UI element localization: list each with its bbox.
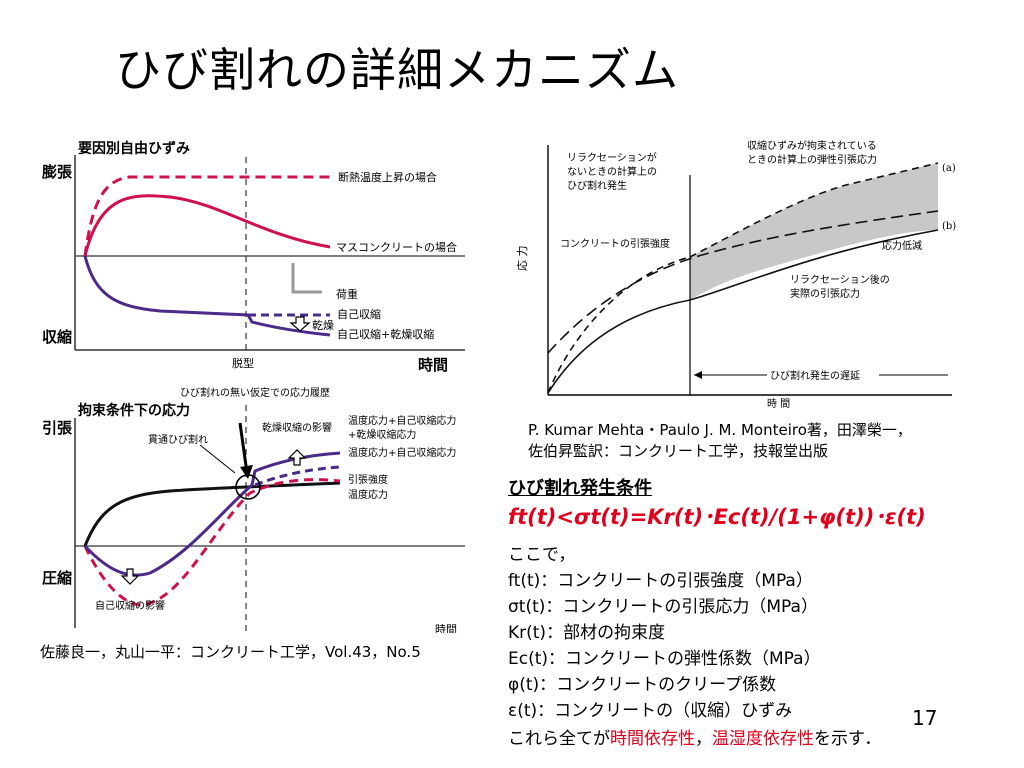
fig1-heading: 要因別自由ひずみ (78, 140, 190, 157)
crack-pointer-arrow (238, 422, 249, 474)
drying-effect-label: 乾燥収縮の影響 (262, 421, 332, 434)
mass-concrete-curve (83, 194, 331, 257)
fig3-y-label: 応 力 (515, 246, 529, 272)
closing-part2: ， (695, 729, 712, 749)
relaxation-figure: リラクセーションが ないときの計算上の ひび割れ発生 収縮ひずみが拘束されている… (515, 139, 956, 410)
citation-right-line1: P. Kumar Mehta・Paulo J. M. Monteiro著，田澤榮… (528, 421, 912, 439)
note-left-2: ないときの計算上の (567, 165, 657, 178)
def-ec: Ec(t)：コンクリートの弾性係数（MPa） (508, 649, 821, 669)
tensile-strength-line (547, 210, 939, 354)
fig2-y-bottom: 圧縮 (42, 569, 72, 587)
after-relax-2: 実際の引張応力 (790, 287, 860, 300)
fig2-y-top: 引張 (42, 419, 73, 437)
drying-up-arrow-icon (287, 449, 307, 466)
closing-time-dependence: 時間依存性 (610, 729, 695, 749)
self-shrink-label: 自己収縮 (337, 307, 381, 321)
fig1-x-label: 時間 (418, 356, 448, 374)
crack-arrow-head (240, 465, 253, 479)
citation-right: P. Kumar Mehta・Paulo J. M. Monteiro著，田澤榮… (528, 420, 912, 462)
delay-label-bg (767, 367, 879, 383)
crack-formula: ft(t)<σt(t)=Kr(t)･Ec(t)/(1+φ(t))･ε(t) (508, 505, 926, 529)
adiabatic-label: 断熱温度上昇の場合 (338, 170, 437, 184)
mass-label: マスコンクリートの場合 (336, 240, 457, 254)
delay-label: ひび割れ発生の遅延 (770, 369, 860, 382)
fig3-x-label: 時 間 (767, 398, 790, 410)
def-kr: Kr(t)：部材の拘束度 (508, 623, 666, 643)
after-relax-1: リラクセーション後の (790, 273, 890, 286)
drying-arrow-icon (289, 316, 311, 332)
thermal-stress-curve (83, 478, 341, 607)
curve-relaxed (547, 229, 939, 394)
stress-drop-label: 応力低減 (882, 239, 922, 252)
closing-text: これら全てが時間依存性，温湿度依存性を示す． (508, 724, 881, 749)
def-sigma: σt(t)：コンクリートの引張応力（MPa） (508, 597, 818, 617)
adiabatic-curve (83, 175, 330, 257)
note-left-3: ひび割れ発生 (567, 179, 627, 192)
citation-right-line2: 佐伯昇監訳：コンクリート工学，技報堂出版 (528, 442, 829, 460)
fig2-top-note: ひび割れの無い仮定での応力履歴 (180, 386, 330, 399)
fig1-demold-label: 脱型 (232, 356, 254, 370)
curve-a-lower (547, 256, 691, 394)
legend1-line1: 温度応力+自己収縮応力 (348, 414, 456, 427)
def-ft: ft(t)：コンクリートの引張強度（MPa） (508, 571, 813, 591)
tensile-strength-curve (83, 481, 341, 547)
free-strain-figure: 要因別自由ひずみ 膨張 収縮 脱型 時間 断熱温度上昇の場合 マスコンクリートの… (42, 140, 465, 374)
fig1-y-top: 膨張 (42, 163, 73, 181)
self-effect-label: 自己収縮の影響 (95, 599, 165, 612)
legend4: 温度応力 (348, 488, 388, 501)
self-effect-arrow-icon (120, 568, 140, 585)
label-b: (b) (942, 221, 956, 232)
closing-part3: を示す． (814, 729, 882, 749)
closing-part1: これら全てが (508, 729, 610, 749)
thermal-self-dry-curve (83, 451, 341, 577)
delay-arrow-head (694, 371, 702, 379)
curve-a (689, 162, 939, 258)
through-crack-leader (199, 444, 236, 474)
closing-temp-humidity: 温湿度依存性 (712, 729, 814, 749)
condition-heading: ひび割れ発生条件 (508, 478, 652, 499)
restraint-stress-figure: ひび割れの無い仮定での応力履歴 拘束条件下の応力 引張 圧縮 時間 貫通ひび割れ… (42, 386, 465, 633)
citation-left: 佐藤良一，丸山一平：コンクリート工学，Vol.43，No.5 (40, 643, 421, 661)
self-dry-label: 自己収縮+乾燥収縮 (337, 327, 434, 341)
through-crack-label: 貫通ひび割れ (148, 433, 208, 446)
fig1-y-bottom: 収縮 (42, 328, 72, 346)
stress-drop-band (690, 163, 938, 300)
note-right-2: ときの計算上の弾性引張応力 (747, 153, 877, 166)
thermal-self-curve (254, 465, 341, 487)
def-phi: φ(t)：コンクリートのクリープ係数 (508, 675, 777, 695)
legend2: 温度応力+自己収縮応力 (348, 446, 456, 459)
page-number: 17 (912, 706, 938, 730)
self-dry-shrink-curve (83, 255, 331, 337)
legend1-line2: +乾燥収縮応力 (348, 428, 416, 441)
tensile-strength-label: コンクリートの引張強度 (560, 237, 670, 250)
fig2-x-label: 時間 (435, 623, 457, 633)
drying-label: 乾燥 (312, 319, 334, 332)
slide-title: ひび割れの詳細メカニズム (115, 43, 679, 97)
fig2-heading: 拘束条件下の応力 (78, 402, 190, 419)
note-left-1: リラクセーションが (567, 151, 657, 164)
intro-text: ここで， (508, 545, 576, 565)
load-label: 荷重 (336, 287, 358, 301)
note-right-1: 収縮ひずみが拘束されている (747, 139, 877, 152)
label-a: (a) (942, 163, 956, 174)
legend3: 引張強度 (348, 473, 388, 486)
def-epsilon: ε(t)：コンクリートの（収縮）ひずみ (508, 701, 793, 721)
load-bracket (291, 263, 322, 294)
